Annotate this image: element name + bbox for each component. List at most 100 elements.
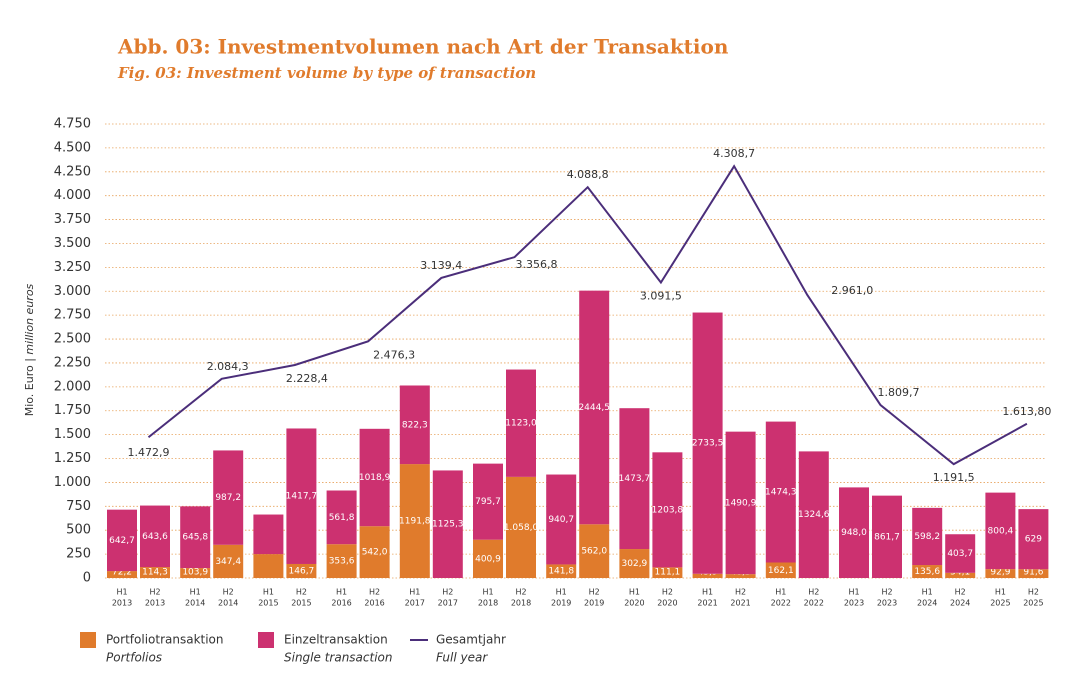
line-label: 3.139,4 [420, 259, 462, 272]
bar-segment [985, 569, 1016, 578]
value-label: 347,4 [215, 557, 241, 567]
y-tick-label: 3.500 [54, 236, 91, 251]
y-tick-label: 4.750 [54, 117, 91, 132]
legend-label-en: Single transaction [284, 651, 393, 665]
bar-segment [107, 509, 137, 572]
x-tick-label: H2 [808, 588, 819, 597]
x-tick-label: 2014 [218, 599, 238, 608]
bar-segment [326, 544, 357, 578]
value-label: 1417,7 [286, 492, 318, 502]
value-label: 822,3 [402, 420, 428, 430]
x-tick-label: 2024 [950, 599, 970, 608]
x-tick-label: 2024 [917, 599, 937, 608]
x-tick-label: 2023 [877, 599, 897, 608]
bar-segment [765, 421, 796, 563]
chart-title: Abb. 03: Investmentvolumen nach Art der … [117, 35, 729, 59]
bar-segment [140, 567, 170, 578]
x-tick-label: H2 [515, 588, 526, 597]
bar-segment [725, 574, 756, 578]
bar-segment [473, 539, 503, 578]
bar-segment [473, 463, 503, 540]
x-tick-label: 2016 [331, 599, 351, 608]
y-tick-label: 0 [83, 571, 91, 586]
y-tick-label: 2.500 [54, 332, 91, 347]
x-tick-label: 2017 [438, 599, 458, 608]
bar-segment [286, 563, 317, 578]
y-tick-label: 3.750 [54, 212, 91, 227]
bar-segment [359, 428, 390, 527]
value-label: 645,8 [182, 533, 208, 543]
x-tick-label: H1 [995, 588, 1006, 597]
x-tick-label: 2015 [258, 599, 278, 608]
bar-segment [286, 428, 317, 564]
value-label: 795,7 [475, 497, 501, 507]
bar-segment [546, 564, 577, 578]
x-tick-label: H1 [922, 588, 933, 597]
y-tick-label: 4.000 [54, 188, 91, 203]
legend-label-en: Portfolios [106, 651, 162, 665]
bar-segment [619, 549, 650, 578]
x-tick-label: H2 [589, 588, 600, 597]
bar-segment [579, 524, 610, 578]
x-tick-label: 2013 [145, 599, 165, 608]
x-tick-label: H2 [881, 588, 892, 597]
bar-segment [985, 492, 1016, 570]
y-tick-label: 4.250 [54, 164, 91, 179]
value-label: 353,6 [329, 557, 355, 567]
y-tick-label: 3.000 [54, 284, 91, 299]
y-tick-label: 2.250 [54, 355, 91, 370]
value-label: 861,7 [874, 532, 900, 542]
legend-label: Portfoliotransaktion [106, 633, 224, 647]
x-tick-label: H2 [442, 588, 453, 597]
value-label: 2733,5 [692, 439, 724, 449]
value-label: 1191,8 [399, 517, 431, 527]
bar-segment [945, 534, 976, 573]
y-tick-label: 750 [66, 499, 91, 514]
bar-segment [506, 369, 536, 477]
x-tick-label: 2022 [804, 599, 824, 608]
x-tick-label: 2015 [291, 599, 311, 608]
bar-segment [253, 554, 284, 578]
legend-label-en: Full year [436, 651, 488, 665]
y-tick-label: 1.250 [54, 451, 91, 466]
line-series [147, 164, 1028, 466]
y-tick-label: 2.750 [54, 308, 91, 323]
bar-segment [619, 408, 650, 550]
value-label: 800,4 [988, 526, 1014, 536]
value-label: 643,6 [142, 532, 168, 542]
x-tick-label: 2020 [624, 599, 644, 608]
x-tick-label: 2014 [185, 599, 205, 608]
line-label: 2.961,0 [831, 284, 873, 297]
value-label: 1324,6 [798, 510, 830, 520]
x-tick-label: H1 [482, 588, 493, 597]
value-label: 561,8 [329, 513, 355, 523]
x-tick-label: 2023 [844, 599, 864, 608]
value-label: 162,1 [768, 566, 794, 576]
x-tick-label: 2018 [511, 599, 531, 608]
value-label: 1473,7 [619, 474, 651, 484]
bar-segment [180, 506, 211, 569]
x-tick-label: H2 [1028, 588, 1039, 597]
line-label: 3.356,8 [516, 258, 558, 271]
x-tick-label: H2 [955, 588, 966, 597]
y-tick-label: 4.500 [54, 140, 91, 155]
y-label-en: million euros [23, 283, 36, 354]
chart-subtitle: Fig. 03: Investment volume by type of tr… [117, 64, 536, 82]
bar-segment [652, 452, 683, 568]
line-label: 2.228,4 [286, 372, 328, 385]
value-label: 1.058,0 [504, 523, 539, 533]
value-label: 302,9 [622, 559, 648, 569]
value-label: 1018,9 [359, 473, 391, 483]
value-label: 562,0 [581, 547, 607, 557]
bar-segment [692, 573, 723, 578]
x-tick-label: 2022 [771, 599, 791, 608]
x-tick-label: H1 [263, 588, 274, 597]
bar-segment [652, 567, 683, 578]
y-tick-label: 500 [66, 523, 91, 538]
x-tick-label: 2017 [405, 599, 425, 608]
x-tick-label: H2 [296, 588, 307, 597]
bar-segment [546, 474, 577, 565]
x-tick-label: 2025 [990, 599, 1010, 608]
value-label: 1474,3 [765, 488, 797, 498]
